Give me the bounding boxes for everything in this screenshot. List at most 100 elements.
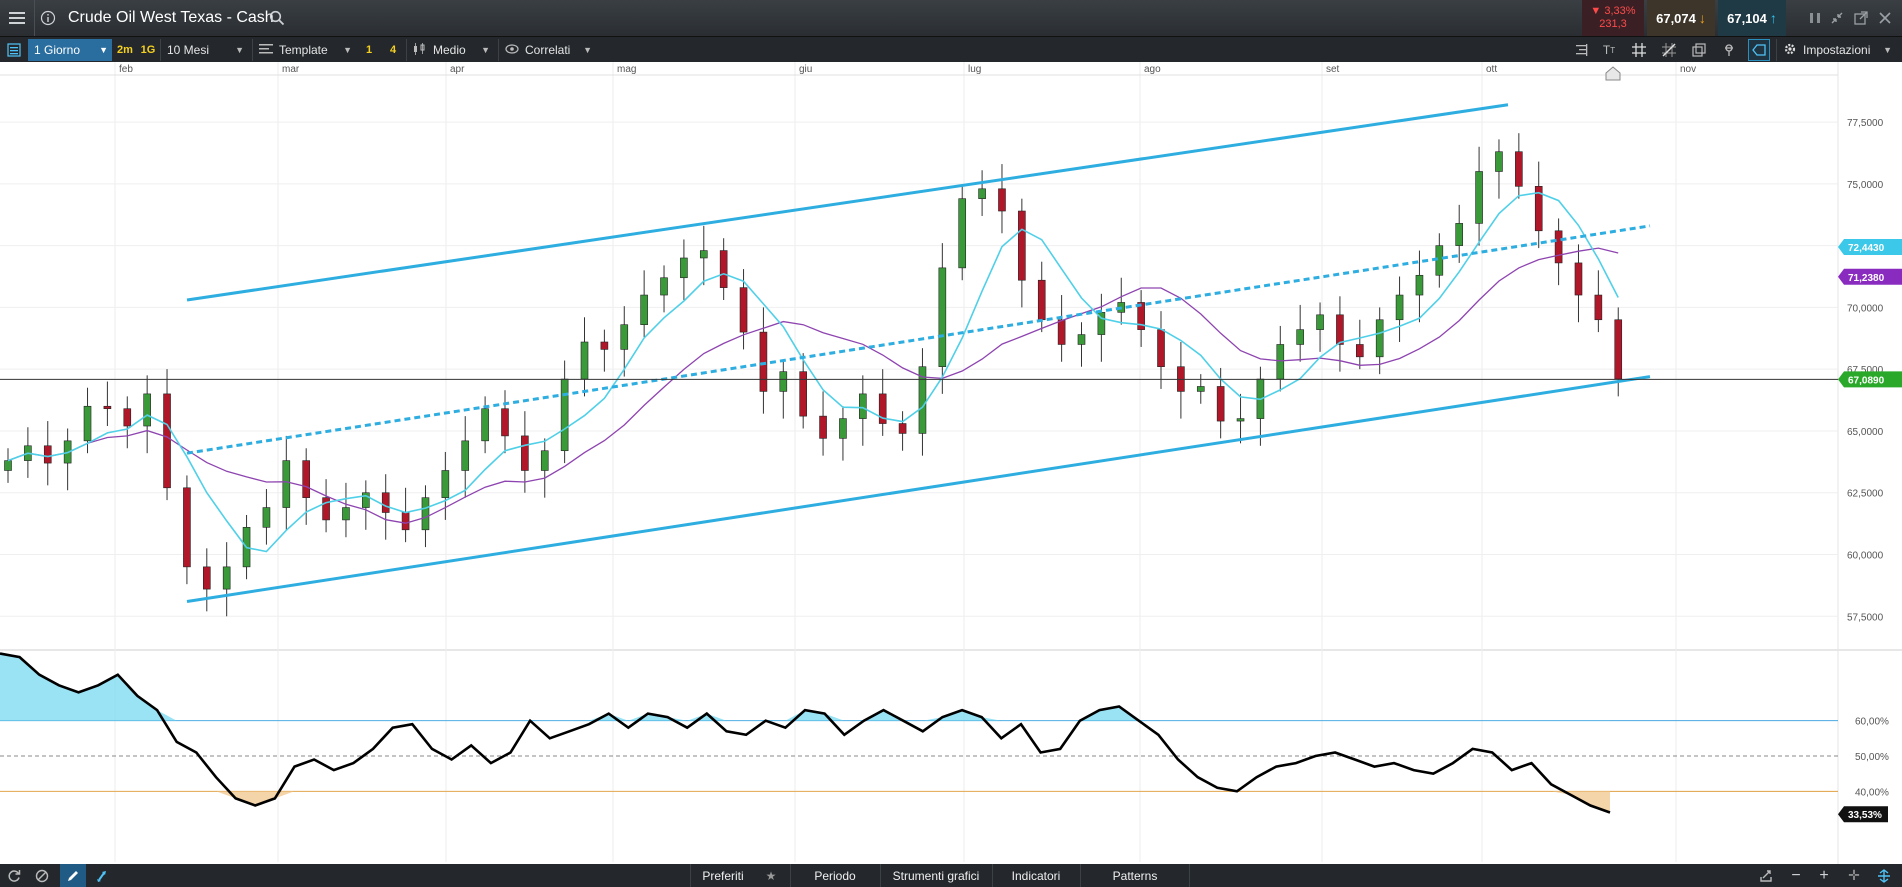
candle-bearish	[799, 371, 807, 417]
close-icon[interactable]	[1874, 0, 1896, 36]
magnet-icon[interactable]	[90, 864, 116, 887]
quick-interval-2m[interactable]: 2m	[117, 44, 133, 56]
candle-bullish	[938, 267, 947, 368]
template-slot-4[interactable]: 4	[389, 44, 397, 56]
candle-bearish	[1515, 151, 1523, 187]
tab-patterns[interactable]: Patterns	[1080, 864, 1190, 887]
candle-bearish	[183, 487, 191, 568]
candle-bullish	[282, 460, 291, 508]
candle-bullish	[1316, 314, 1324, 330]
export-icon[interactable]	[1754, 864, 1778, 887]
template-select[interactable]: Template ▼	[252, 39, 356, 61]
last-price-tag: 67,0890	[1848, 375, 1885, 386]
hamburger-menu-icon[interactable]	[4, 0, 30, 36]
change-points: 231,3	[1599, 18, 1627, 30]
list-view-icon[interactable]	[4, 39, 24, 61]
candle-bearish	[600, 341, 609, 350]
pause-icon[interactable]	[1804, 0, 1826, 36]
candle-bearish	[1534, 186, 1543, 232]
chevron-down-icon: ▼	[99, 45, 108, 55]
ma-slow-price-tag-bg	[1838, 268, 1902, 285]
sell-price-button[interactable]: 67,074 ↓	[1647, 0, 1715, 36]
rsi-current-tag-bg	[1838, 806, 1888, 823]
candle-bullish	[620, 324, 629, 350]
candle-bearish	[103, 405, 112, 410]
crosshair-icon[interactable]: ✛	[1848, 867, 1860, 883]
info-icon[interactable]	[34, 0, 61, 36]
candle-bearish	[1057, 319, 1066, 345]
candle-bullish	[1375, 319, 1384, 358]
tab-favorites[interactable]: Preferiti	[690, 864, 755, 887]
month-label: nov	[1680, 64, 1696, 75]
instrument-title[interactable]: Crude Oil West Texas - Cash	[68, 9, 274, 26]
rsi-tick-label: 50,00%	[1855, 752, 1889, 763]
align-right-icon[interactable]	[1570, 39, 1592, 61]
crosshair-grid-icon[interactable]	[1658, 39, 1680, 61]
chart-toolbar: 1 Giorno ▼ 2m 1G 10 Mesi ▼ Template ▼ 1 …	[0, 36, 1902, 63]
quick-interval-1g[interactable]: 1G	[140, 44, 156, 56]
candle-bearish	[1018, 210, 1026, 281]
candle-bearish	[501, 408, 509, 437]
chart-area[interactable]: feb mar apr mag giu lug ago set ott nov 77,5000 75,…	[0, 62, 1902, 864]
candle-bullish	[1296, 329, 1304, 345]
ma-fast-price-tag-bg	[1838, 239, 1902, 256]
correlated-select[interactable]: Correlati ▼	[498, 39, 596, 61]
chart-type-label: Medio	[433, 43, 466, 57]
candle-bullish	[342, 507, 350, 521]
tab-drawing-tools[interactable]: Strumenti grafici	[880, 864, 991, 887]
candle-bullish	[143, 393, 151, 427]
rsi-tick-label: 60,00%	[1855, 717, 1889, 728]
candle-bullish	[839, 418, 847, 439]
interval-select[interactable]: 1 Giorno ▼	[28, 39, 112, 61]
candle-bullish	[580, 341, 589, 380]
month-label: mar	[282, 64, 300, 75]
daily-change: ▼ 3,33% 231,3	[1582, 0, 1644, 36]
no-symbol-icon[interactable]	[30, 864, 54, 887]
star-icon[interactable]: ★	[765, 868, 777, 883]
refresh-icon[interactable]	[2, 864, 26, 887]
collapse-icon[interactable]	[1826, 0, 1848, 36]
search-icon[interactable]	[266, 0, 288, 36]
candle-bullish	[1455, 223, 1464, 246]
interval-label: 1 Giorno	[34, 43, 81, 57]
buy-price-button[interactable]: 67,104 ↑	[1718, 0, 1786, 36]
buy-price: 67,104	[1727, 10, 1767, 26]
candles-icon	[413, 42, 427, 58]
template-icon	[259, 43, 273, 58]
zoom-out-icon[interactable]: −	[1791, 866, 1801, 884]
candle-bullish	[481, 408, 489, 442]
month-label: feb	[119, 64, 133, 75]
top-bar: Crude Oil West Texas - Cash ▼ 3,33% 231,…	[0, 0, 1902, 36]
pin-icon[interactable]	[1718, 39, 1740, 61]
candle-bearish	[1554, 230, 1563, 264]
popout-icon[interactable]	[1850, 0, 1872, 36]
grid-icon[interactable]	[1628, 39, 1650, 61]
candle-bearish	[1356, 344, 1364, 358]
range-select[interactable]: 10 Mesi ▼	[160, 39, 248, 61]
tab-indicators[interactable]: Indicatori	[992, 864, 1079, 887]
chevron-down-icon: ▼	[235, 45, 244, 55]
channel-lower-line	[186, 375, 1651, 603]
candle-bullish	[421, 497, 430, 531]
label-icon[interactable]	[1748, 39, 1770, 61]
candle-bullish	[362, 492, 370, 508]
gear-icon	[1783, 42, 1797, 59]
moving-average-slow	[7, 247, 1619, 524]
candle-bullish	[958, 198, 967, 269]
pencil-icon[interactable]	[60, 864, 86, 887]
settings-menu[interactable]: Impostazioni ▼	[1776, 39, 1896, 61]
price-tick-label: 77,5000	[1847, 118, 1884, 129]
fit-vertical-icon[interactable]	[1870, 864, 1898, 887]
chevron-down-icon: ▼	[583, 45, 592, 55]
price-tick-label: 62,5000	[1847, 489, 1884, 500]
bottom-bar: Preferiti ★ Periodo Strumenti grafici In…	[0, 864, 1902, 887]
template-slot-1[interactable]: 1	[365, 44, 373, 56]
price-chart[interactable]: feb mar apr mag giu lug ago set ott nov 77,5000 75,…	[0, 62, 1902, 864]
zoom-in-icon[interactable]: +	[1819, 866, 1829, 884]
windows-icon[interactable]	[1688, 39, 1710, 61]
candle-bearish	[719, 250, 728, 288]
candle-bearish	[998, 188, 1006, 212]
tab-period[interactable]: Periodo	[790, 864, 879, 887]
chart-type-select[interactable]: Medio ▼	[406, 39, 494, 61]
